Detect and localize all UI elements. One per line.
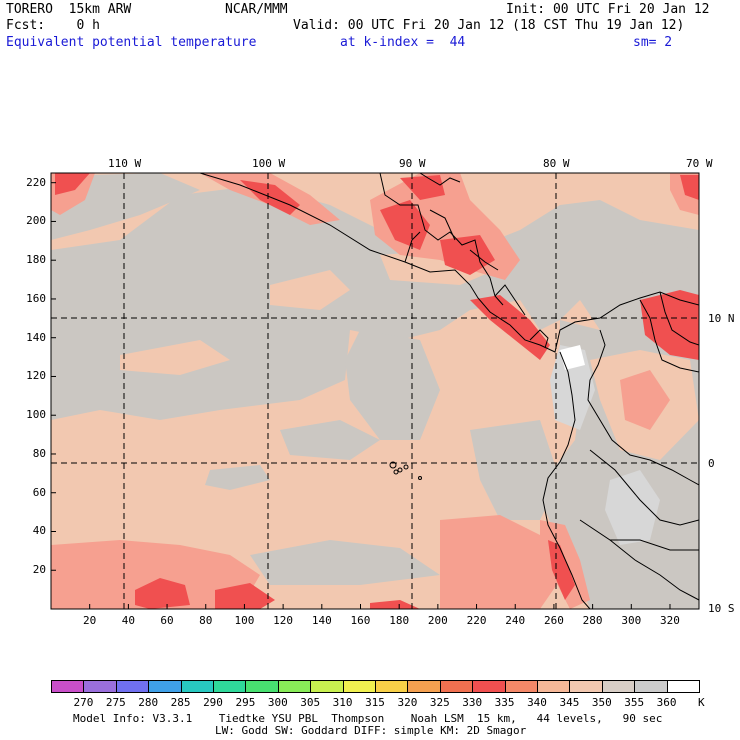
lon-label-80w: 80 W	[543, 157, 570, 170]
colorbar-swatch	[213, 680, 247, 693]
colorbar-swatch	[148, 680, 182, 693]
colorbar-swatch	[342, 680, 376, 693]
x-tick-label: 320	[660, 614, 680, 627]
colorbar-level-label: 330	[462, 696, 483, 709]
y-tick-label: 180	[26, 253, 46, 267]
colorbar-level-label: 270	[73, 696, 94, 709]
colorbar-swatch	[569, 680, 603, 693]
colorbar-swatch	[407, 680, 441, 693]
colorbar-level-label: 335	[494, 696, 515, 709]
colorbar-swatch	[472, 680, 506, 693]
colorbar-level-label: 320	[397, 696, 418, 709]
colorbar-swatch	[51, 680, 85, 693]
y-tick-label: 100	[26, 408, 46, 422]
smoothing-label: sm= 2	[633, 35, 673, 50]
colorbar-level-label: 325	[429, 696, 450, 709]
x-tick-label: 180	[389, 614, 410, 627]
colorbar-swatch	[601, 680, 636, 693]
colorbar-level-label: 355	[624, 696, 645, 709]
colorbar-level-label: 295	[235, 696, 256, 709]
y-tick-label: 40	[32, 524, 46, 538]
x-tick-label: 160	[350, 614, 371, 627]
colorbar-level-label: 345	[559, 696, 580, 709]
lon-label-110w: 110 W	[108, 157, 142, 170]
colorbar-level-label: 285	[170, 696, 191, 709]
lat-label-eq: 0	[708, 457, 715, 470]
lon-label-70w: 70 W	[686, 157, 713, 170]
lat-label-10s: 10 S	[708, 602, 735, 615]
galapagos-islands	[389, 461, 422, 480]
colorbar-level-label: 290	[203, 696, 223, 709]
model-info: Model Info: V3.3.1 Tiedtke YSU PBL Thomp…	[73, 712, 663, 725]
colorbar-level-label: 315	[365, 696, 385, 709]
y-tick-label: 80	[32, 446, 46, 460]
y-tick-label: 220	[26, 175, 46, 189]
center-label: NCAR/MMM	[225, 2, 288, 17]
colorbar-swatch	[180, 680, 214, 693]
x-tick-label: 280	[582, 614, 603, 627]
colorbar-level-label: 340	[527, 696, 547, 709]
x-tick-label: 140	[311, 614, 332, 627]
y-tick-label: 160	[26, 291, 46, 305]
x-tick-label: 200	[427, 614, 448, 627]
colorbar-swatch	[277, 680, 312, 693]
x-tick-label: 220	[466, 614, 487, 627]
x-tick-label: 300	[621, 614, 642, 627]
coastlines	[199, 173, 699, 609]
y-tick-label: 140	[26, 330, 46, 344]
y-tick-label: 60	[32, 485, 46, 499]
lon-label-90w: 90 W	[399, 157, 426, 170]
colorbar-swatch	[310, 680, 344, 693]
y-tick-label: 20	[32, 563, 46, 577]
colorbar-level-label: 280	[138, 696, 159, 709]
init-time: Init: 00 UTC Fri 20 Jan 12	[506, 2, 710, 17]
physics-info: LW: Godd SW: Goddard DIFF: simple KM: 2D…	[215, 724, 527, 737]
field-name: Equivalent potential temperature	[6, 35, 257, 50]
lon-label-100w: 100 W	[252, 157, 286, 170]
colorbar-level-label: 305	[300, 696, 321, 709]
colorbar-level-label: 350	[591, 696, 612, 709]
colorbar-swatch	[537, 680, 571, 693]
y-tick-label: 200	[26, 214, 46, 228]
model-label: TORERO 15km ARW	[6, 2, 132, 17]
colorbar-level-label: 275	[105, 696, 126, 709]
x-tick-label: 260	[543, 614, 564, 627]
theta-e-field	[51, 173, 699, 609]
x-tick-label: 100	[234, 614, 255, 627]
axis-ticks	[51, 182, 671, 609]
x-tick-label: 40	[121, 614, 135, 627]
graticule	[51, 173, 699, 609]
x-tick-label: 240	[505, 614, 526, 627]
y-tick-label: 120	[26, 369, 46, 383]
forecast-hour: Fcst: 0 h	[6, 18, 100, 33]
level-label: at k-index = 44	[340, 35, 466, 50]
colorbar-swatch	[634, 680, 668, 693]
colorbar-swatch	[504, 680, 538, 693]
x-tick-label: 20	[83, 614, 97, 627]
colorbar-level-label: 310	[332, 696, 353, 709]
colorbar-swatch	[439, 680, 474, 693]
x-tick-label: 80	[199, 614, 213, 627]
colorbar-unit: K	[698, 696, 705, 709]
x-tick-label: 60	[160, 614, 174, 627]
colorbar-swatch	[115, 680, 150, 693]
colorbar-swatch	[375, 680, 409, 693]
colorbar-swatch	[245, 680, 279, 693]
colorbar-level-label: 360	[656, 696, 677, 709]
x-tick-label: 120	[273, 614, 294, 627]
colorbar-level-label: 300	[267, 696, 288, 709]
colorbar-swatch	[666, 680, 700, 693]
valid-time: Valid: 00 UTC Fri 20 Jan 12 (18 CST Thu …	[293, 18, 685, 33]
colorbar-swatch	[83, 680, 117, 693]
lat-label-10n: 10 N	[708, 312, 735, 325]
map-frame	[50, 172, 700, 610]
